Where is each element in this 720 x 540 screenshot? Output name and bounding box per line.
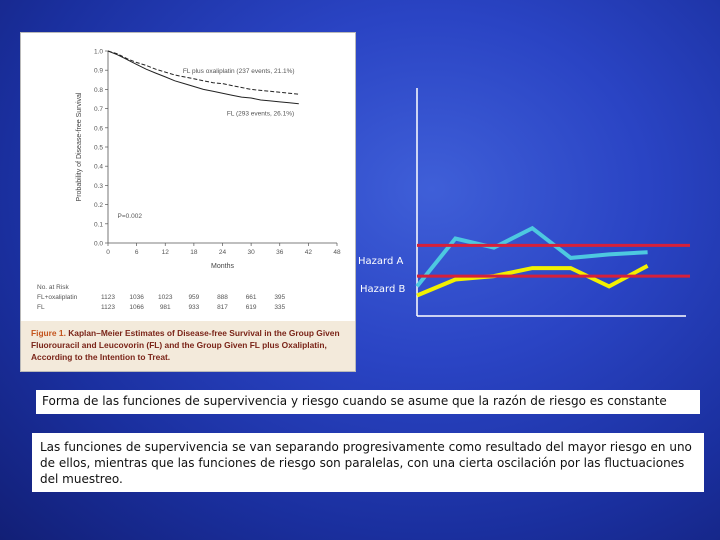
km-x-tick-label: 12	[162, 249, 170, 256]
at-risk-value: 888	[217, 294, 228, 301]
hazard-a-series	[415, 225, 648, 288]
km-x-tick-label: 42	[305, 249, 313, 256]
at-risk-value: 395	[274, 294, 285, 301]
km-y-tick-label: 0.6	[94, 125, 103, 132]
km-chart: 0.0 0.1 0.2 0.3 0.4 0.5 0.6 0.7 0.8 0.9 1.0 0 6 12 18 2…	[37, 49, 341, 312]
km-series-label: FL plus oxaliplatin (237 events, 21.1%)	[183, 68, 295, 75]
at-risk-value: 933	[188, 304, 199, 311]
km-figure: 0.0 0.1 0.2 0.3 0.4 0.5 0.6 0.7 0.8 0.9 1.0 0 6 12 18 2…	[20, 32, 356, 372]
km-y-tick-label: 0.3	[94, 183, 103, 190]
hazard-b-series	[416, 264, 649, 298]
km-x-tick-label: 48	[333, 249, 341, 256]
figure-caption-label: Figure 1.	[31, 328, 66, 338]
km-y-tick-label: 0.8	[94, 87, 103, 94]
km-x-tick-label: 18	[190, 249, 198, 256]
at-risk-title: No. at Risk	[37, 284, 70, 291]
figure-caption-text: Kaplan–Meier Estimates of Disease-free S…	[31, 328, 340, 362]
km-x-tick-label: 24	[219, 249, 227, 256]
title-text-box: Forma de las funciones de supervivencia …	[36, 390, 700, 414]
km-series-fl	[107, 50, 299, 105]
km-y-tick-label: 0.2	[94, 202, 103, 209]
explanation-text-box: Las funciones de supervivencia se van se…	[32, 433, 704, 492]
figure-caption: Figure 1. Kaplan–Meier Estimates of Dise…	[21, 321, 355, 371]
at-risk-value: 981	[160, 304, 171, 311]
at-risk-value: 661	[246, 294, 257, 301]
km-y-tick-label: 0.1	[94, 221, 103, 228]
km-y-tick-label: 0.5	[94, 145, 103, 152]
km-x-tick-label: 6	[135, 249, 139, 256]
km-x-tick-label: 0	[106, 249, 110, 256]
km-y-tick-label: 1.0	[94, 49, 103, 56]
at-risk-value: 817	[217, 304, 228, 311]
at-risk-value: 1066	[129, 304, 144, 311]
km-y-tick-label: 0.4	[94, 164, 103, 171]
at-risk-value: 1123	[101, 294, 115, 301]
km-x-tick-label: 30	[248, 249, 256, 256]
hazard-b-label: Hazard B	[360, 284, 406, 296]
at-risk-value: 1023	[158, 294, 173, 301]
km-x-tick-label: 36	[276, 249, 284, 256]
hazard-a-label: Hazard A	[358, 256, 404, 268]
km-y-axis-label: Probability of Disease-free Survival	[76, 92, 83, 201]
km-p-value: P=0.002	[118, 213, 143, 220]
km-y-tick-label: 0.0	[94, 241, 103, 248]
at-risk-value: 1123	[101, 304, 115, 311]
at-risk-row-label: FL+oxaliplatin	[37, 294, 78, 301]
at-risk-value: 1036	[129, 294, 144, 301]
km-series-fl-oxaliplatin	[107, 50, 299, 95]
at-risk-row-label: FL	[37, 304, 45, 311]
km-series-label: FL (293 events, 26.1%)	[227, 110, 294, 117]
km-y-tick-label: 0.9	[94, 68, 103, 75]
km-y-tick-label: 0.7	[94, 106, 103, 113]
km-x-axis-label: Months	[211, 263, 234, 270]
at-risk-value: 335	[274, 304, 285, 311]
at-risk-value: 619	[246, 304, 257, 311]
at-risk-value: 959	[188, 294, 199, 301]
